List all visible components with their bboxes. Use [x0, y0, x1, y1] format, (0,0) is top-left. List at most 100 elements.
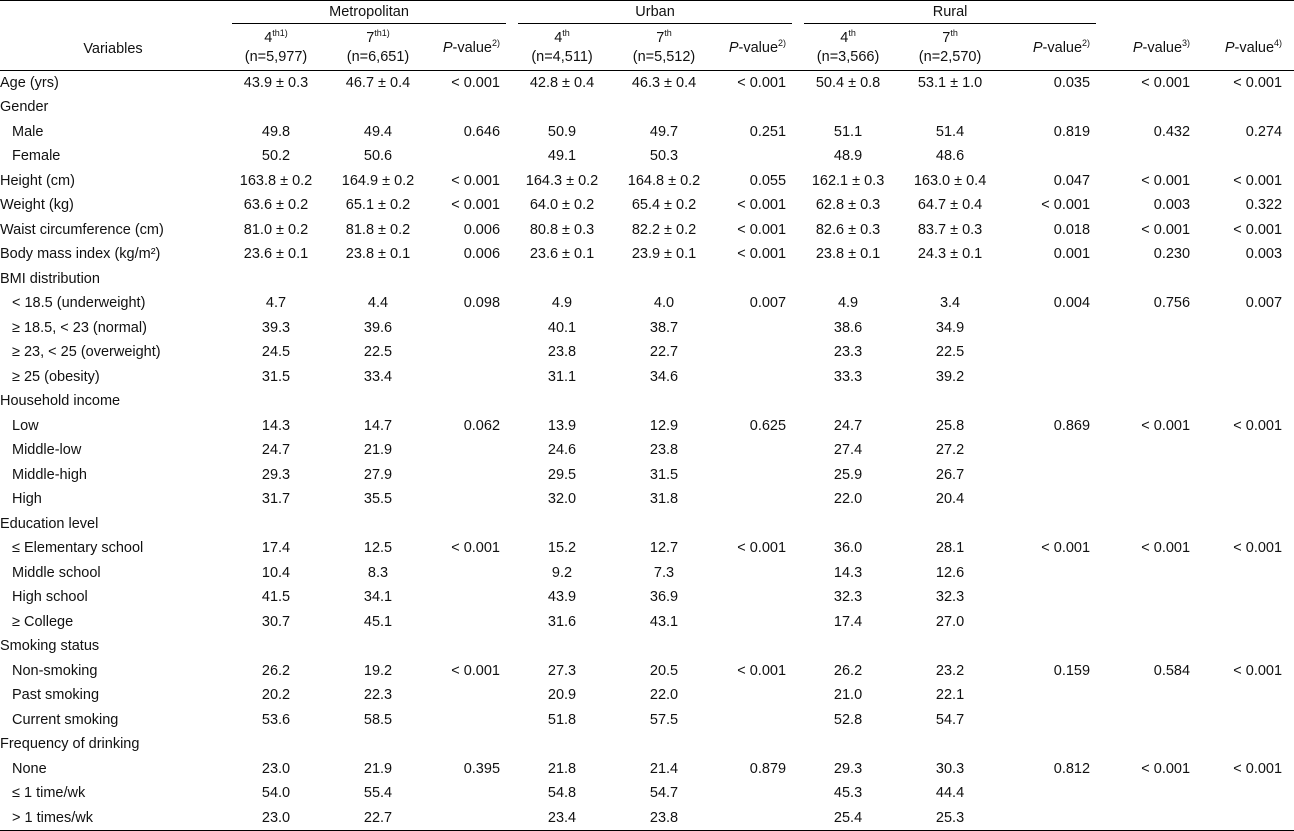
group-header-metropolitan: Metropolitan: [226, 1, 512, 27]
pvalue-cell: [430, 487, 512, 512]
value-cell: [898, 95, 1002, 120]
value-cell: 52.8: [833, 711, 863, 728]
value-cell: 65.4 ± 0.2: [631, 197, 697, 214]
variables-header: Variables: [0, 0, 226, 71]
value-cell: 23.0: [261, 760, 291, 777]
pvalue-cell: [1002, 561, 1102, 586]
pvalue-cell: < 0.001: [1233, 221, 1283, 238]
pvalue-cell: [1102, 95, 1202, 120]
value-cell: 63.6 ± 0.2: [243, 197, 309, 214]
value-cell: 23.6 ± 0.1: [243, 246, 309, 263]
col-header-pvalue: P-value2): [1032, 37, 1091, 56]
value-cell: 45.1: [363, 613, 393, 630]
row-label: Household income: [0, 393, 121, 410]
pvalue-cell: < 0.001: [1041, 540, 1091, 557]
value-cell: 49.7: [649, 123, 679, 140]
pvalue-cell: 0.018: [1053, 221, 1091, 238]
value-cell: 32.0: [547, 491, 577, 508]
pvalue-cell: 0.812: [1053, 760, 1091, 777]
pvalue-cell: [430, 585, 512, 610]
value-cell: 22.5: [363, 344, 393, 361]
value-cell: 24.5: [261, 344, 291, 361]
table-row: Weight (kg) 63.6 ± 0.2 65.1 ± 0.2 < 0.001 64…: [0, 193, 1294, 218]
value-cell: 48.9: [833, 148, 863, 165]
value-cell: 26.2: [261, 662, 291, 679]
value-cell: [798, 267, 898, 292]
table-row: Height (cm) 163.8 ± 0.2 164.9 ± 0.2 < 0.001…: [0, 169, 1294, 194]
value-cell: [226, 512, 326, 537]
pvalue-cell: [716, 340, 798, 365]
pvalue-cell: 0.006: [463, 246, 501, 263]
value-cell: 36.0: [833, 540, 863, 557]
pvalue-cell: < 0.001: [1141, 417, 1191, 434]
pvalue-cell: 0.003: [1245, 246, 1283, 263]
col-header-urban-7th: 7th (n=5,512): [632, 28, 696, 65]
value-cell: 33.4: [363, 368, 393, 385]
pvalue-cell: 0.251: [749, 123, 787, 140]
value-cell: 27.2: [935, 442, 965, 459]
row-label: Current smoking: [12, 711, 119, 728]
pvalue-cell: [716, 634, 798, 659]
pvalue-cell: [1102, 365, 1202, 390]
pvalue-cell: 0.159: [1053, 662, 1091, 679]
value-cell: 26.7: [935, 466, 965, 483]
pvalue-cell: [716, 781, 798, 806]
pvalue-cell: 0.869: [1053, 417, 1091, 434]
pvalue-cell: [1002, 487, 1102, 512]
pvalue-cell: 0.646: [463, 123, 501, 140]
pvalue-cell: [430, 316, 512, 341]
value-cell: 14.7: [363, 417, 393, 434]
value-cell: 31.5: [649, 466, 679, 483]
value-cell: 21.4: [649, 760, 679, 777]
value-cell: 38.7: [649, 319, 679, 336]
value-cell: 62.8 ± 0.3: [815, 197, 881, 214]
value-cell: 50.2: [261, 148, 291, 165]
value-cell: 24.3 ± 0.1: [917, 246, 983, 263]
value-cell: 23.8 ± 0.1: [815, 246, 881, 263]
value-cell: 53.1 ± 1.0: [917, 75, 983, 91]
value-cell: 20.5: [649, 662, 679, 679]
col-header-rural-4th: 4th (n=3,566): [816, 28, 880, 65]
row-label: BMI distribution: [0, 270, 100, 287]
pvalue-cell: [716, 708, 798, 733]
value-cell: 17.4: [261, 540, 291, 557]
pvalue-cell: [1002, 585, 1102, 610]
pvalue-cell: [430, 708, 512, 733]
col-header-metro-7th: 7th1) (n=6,651): [346, 28, 410, 65]
value-cell: 24.6: [547, 442, 577, 459]
value-cell: 4.7: [265, 295, 287, 312]
pvalue-cell: [1202, 683, 1294, 708]
value-cell: 21.8: [547, 760, 577, 777]
pvalue-cell: < 0.001: [737, 540, 787, 557]
pvalue-cell: 0.625: [749, 417, 787, 434]
value-cell: 22.3: [363, 687, 393, 704]
value-cell: 12.6: [935, 564, 965, 581]
table-body: Age (yrs) 43.9 ± 0.3 46.7 ± 0.4 < 0.001 42.8…: [0, 71, 1294, 830]
pvalue-cell: [1202, 463, 1294, 488]
value-cell: [898, 512, 1002, 537]
value-cell: 20.9: [547, 687, 577, 704]
value-cell: 31.8: [649, 491, 679, 508]
value-cell: 9.2: [551, 564, 573, 581]
pvalue-cell: < 0.001: [1141, 540, 1191, 557]
pvalue-cell: [1202, 95, 1294, 120]
pvalue-cell: [430, 389, 512, 414]
pvalue-cell: [430, 732, 512, 757]
table-row: Female 50.2 50.6 49.1 50.3 48.9 48.6: [0, 144, 1294, 169]
pvalue-cell: [1102, 781, 1202, 806]
value-cell: 10.4: [261, 564, 291, 581]
value-cell: [612, 512, 716, 537]
value-cell: [798, 389, 898, 414]
pvalue-cell: [1102, 438, 1202, 463]
pvalue-cell: [716, 683, 798, 708]
row-label: High: [12, 491, 42, 508]
pvalue-cell: < 0.001: [1233, 760, 1283, 777]
value-cell: 44.4: [935, 785, 965, 802]
value-cell: [226, 732, 326, 757]
table-row: Frequency of drinking: [0, 732, 1294, 757]
table-row: Education level: [0, 512, 1294, 537]
row-label: ≤ Elementary school: [12, 540, 144, 557]
pvalue-cell: [716, 512, 798, 537]
pvalue-cell: < 0.001: [451, 197, 501, 214]
pvalue-cell: 0.819: [1053, 123, 1091, 140]
